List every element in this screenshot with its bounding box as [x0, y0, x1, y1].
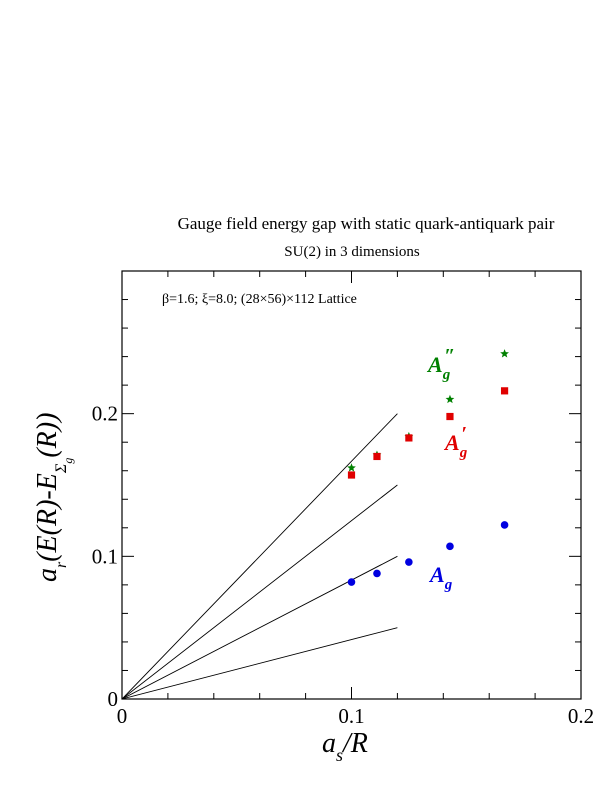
data-point-star — [445, 394, 455, 404]
data-point-square — [347, 471, 356, 479]
data-point-circle — [500, 521, 509, 529]
reference-line — [121, 413, 398, 700]
y-tick-label: 0.2 — [92, 402, 118, 426]
series-label: Ag′ — [443, 423, 468, 461]
y-tick-label: 0.1 — [92, 544, 118, 568]
y-tick-labels: 0 0.1 0.2 — [92, 402, 118, 711]
plot-area — [121, 270, 582, 700]
chart-subtitle: SU(2) in 3 dimensions — [284, 244, 420, 260]
data-point-square — [405, 434, 413, 442]
data-point-circle — [405, 558, 413, 566]
x-axis-label: as/R — [322, 728, 368, 765]
x-tick-label: 0.2 — [568, 704, 594, 728]
data-point-circle — [446, 542, 454, 551]
series-labels: Ag″ Ag′ Ag — [426, 345, 468, 593]
reference-line — [121, 627, 398, 700]
data-point-circle — [373, 569, 381, 578]
data-point-square — [446, 412, 454, 421]
series-label: Ag″ — [426, 345, 455, 383]
data-markers — [347, 349, 509, 586]
x-tick-labels: 0 0.1 0.2 — [117, 704, 594, 728]
plot-frame — [121, 270, 582, 700]
lattice-annotation: β=1.6; ξ=8.0; (28×56)×112 Lattice — [162, 292, 357, 307]
reference-lines — [121, 413, 398, 700]
reference-line — [121, 484, 398, 700]
reference-line — [121, 555, 398, 700]
data-point-star — [347, 463, 356, 472]
y-tick-label: 0 — [108, 687, 119, 711]
chart-title: Gauge field energy gap with static quark… — [178, 214, 555, 233]
y-axis-label: ar(E(R)-EΣg(R)) — [32, 413, 75, 582]
axis-ticks — [121, 270, 582, 700]
data-point-circle — [347, 578, 356, 586]
data-point-square — [500, 387, 509, 395]
data-point-square — [373, 452, 381, 461]
x-tick-label: 0.1 — [338, 704, 364, 728]
x-tick-label: 0 — [117, 704, 128, 728]
data-point-star — [500, 349, 509, 358]
series-label: Ag — [428, 562, 453, 593]
